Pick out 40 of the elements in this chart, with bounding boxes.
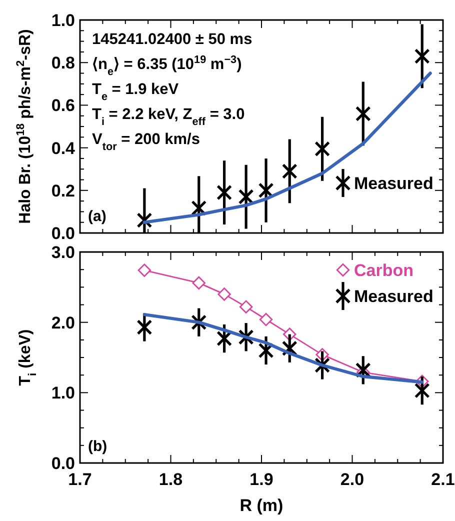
x-axis-title: R (m) xyxy=(240,496,284,515)
point xyxy=(239,300,253,314)
y-tick-label: 0.6 xyxy=(51,96,75,116)
point xyxy=(355,106,371,122)
point xyxy=(314,141,330,157)
point xyxy=(192,276,206,290)
annotation: (a) xyxy=(88,208,106,225)
point xyxy=(216,330,232,346)
annotation: V$_{tor}$ = 200 km/s xyxy=(92,131,200,153)
annotation: (b) xyxy=(88,438,108,455)
y-tick-label: 0.0 xyxy=(51,224,75,243)
annotation: T$_{i}$ = 2.2 keV, Z$_{eff}$ = 3.0 xyxy=(92,106,245,128)
y-tick-label: 1.0 xyxy=(51,11,75,30)
point xyxy=(259,312,273,326)
point xyxy=(258,342,274,358)
point xyxy=(216,184,232,200)
point xyxy=(218,288,231,301)
y-tick-label: 0.2 xyxy=(51,181,75,200)
point xyxy=(138,264,152,277)
point xyxy=(414,382,430,398)
y-tick-label: 0.4 xyxy=(51,138,76,158)
point xyxy=(414,48,430,64)
annotation: 145241.02400 ± 50 ms xyxy=(92,31,252,48)
y-tick-label: 0.0 xyxy=(51,454,75,473)
y-tick-label: 0.8 xyxy=(51,54,75,73)
point xyxy=(136,320,152,335)
legend-label: Measured xyxy=(354,174,434,193)
legend-label: Carbon xyxy=(354,261,414,280)
legend-label: Measured xyxy=(354,287,434,306)
x-tick-label: 2.0 xyxy=(340,470,364,489)
annotation: T$_{e}$ = 1.9 keV xyxy=(92,81,180,103)
y-tick-label: 2.0 xyxy=(51,313,75,332)
x-tick-label: 1.9 xyxy=(250,470,274,489)
y-tick-label: 3.0 xyxy=(51,243,75,262)
y-tick-label: 1.0 xyxy=(51,384,75,403)
point xyxy=(282,163,298,179)
annotation: ⟨n$_{e}$⟩ = 6.35 (10$^{19}$ m$^{−3}$) xyxy=(92,54,242,78)
x-tick-label: 1.8 xyxy=(158,470,183,489)
x-tick-label: 1.7 xyxy=(68,470,92,489)
x-tick-label: 2.1 xyxy=(431,470,455,489)
